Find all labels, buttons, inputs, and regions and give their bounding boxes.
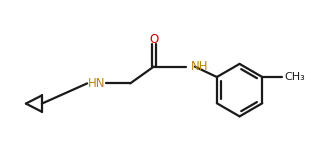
Text: CH₃: CH₃ bbox=[284, 72, 305, 82]
Text: NH: NH bbox=[191, 60, 208, 73]
Text: O: O bbox=[149, 33, 158, 46]
Text: HN: HN bbox=[88, 77, 105, 90]
